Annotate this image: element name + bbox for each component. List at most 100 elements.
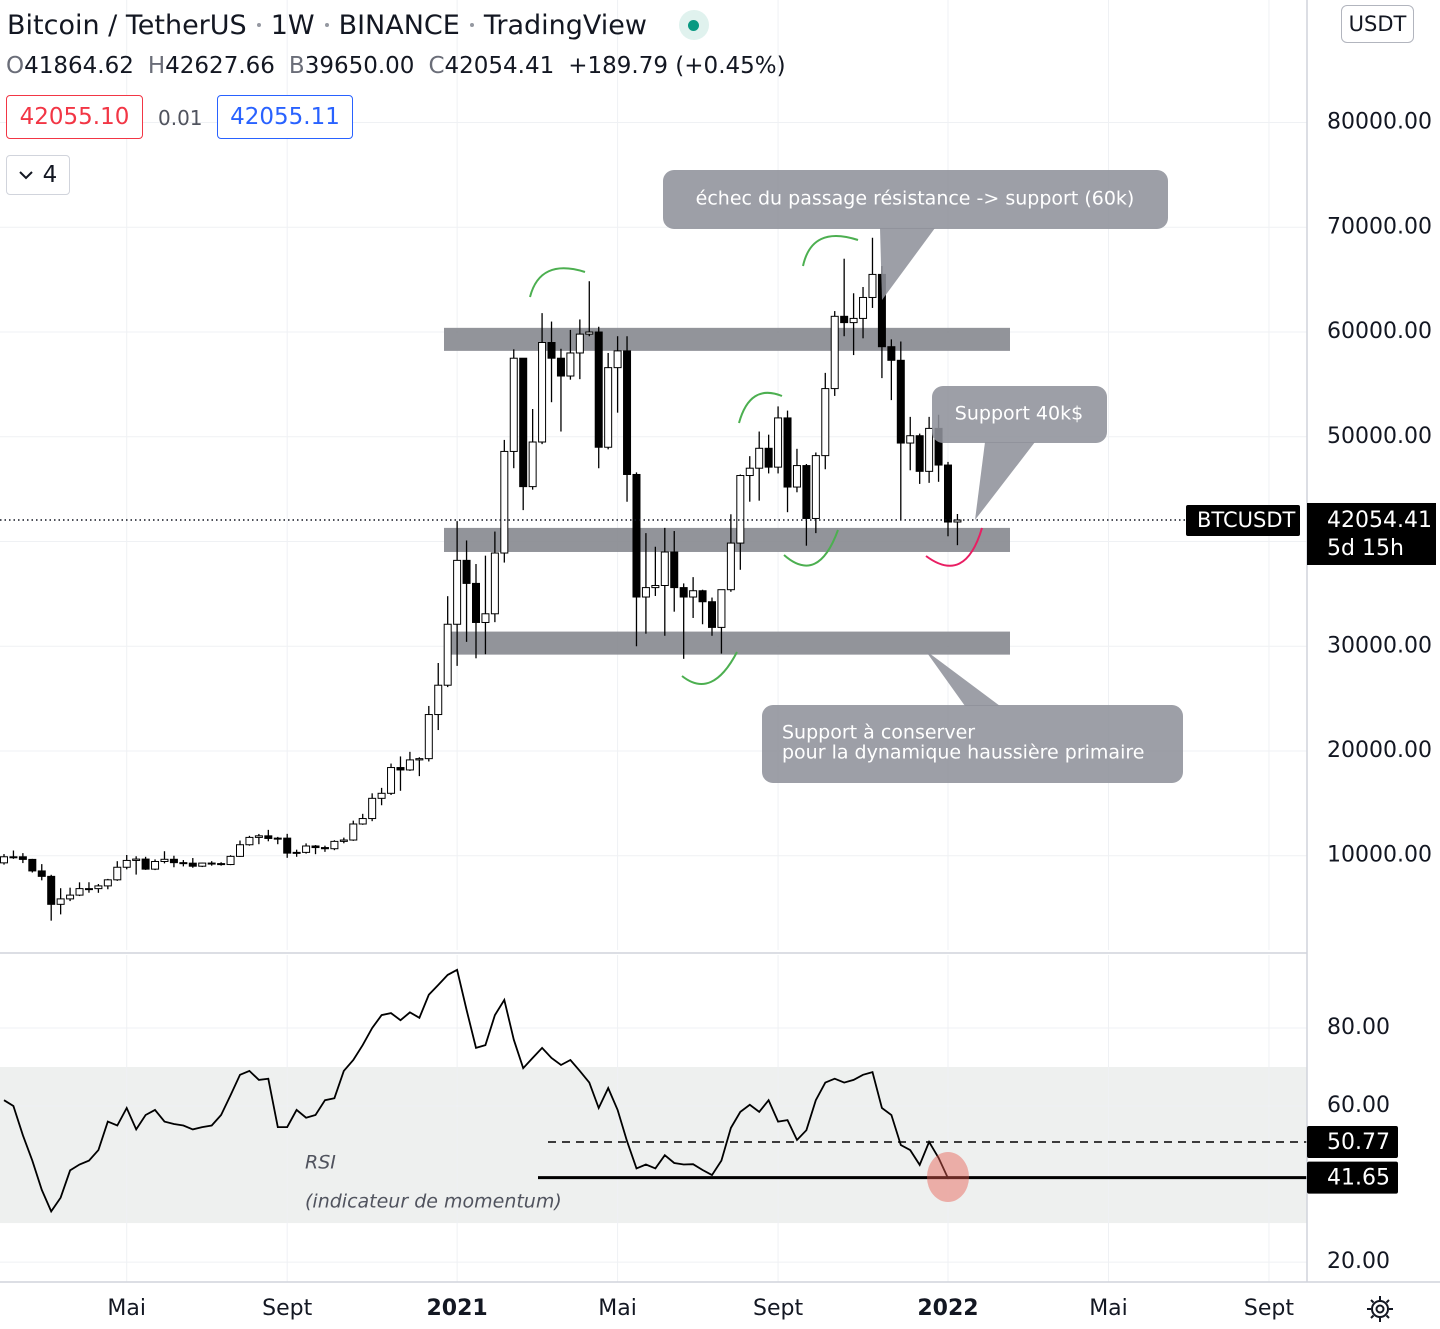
candle-body bbox=[330, 840, 339, 850]
candle-body bbox=[28, 858, 37, 872]
candle-body bbox=[320, 847, 329, 850]
price-label: 42054.41 bbox=[1327, 508, 1432, 533]
highlight bbox=[927, 1152, 969, 1202]
candle-body bbox=[254, 835, 263, 838]
settings-icon[interactable] bbox=[1367, 1296, 1393, 1322]
spread: 0.01 bbox=[158, 106, 203, 130]
separator bbox=[469, 23, 474, 27]
drawings bbox=[529, 235, 983, 685]
candle-body bbox=[264, 835, 273, 839]
arc-top bbox=[738, 391, 783, 424]
rsi-band bbox=[0, 1066, 1307, 1224]
arc-bottom bbox=[783, 529, 839, 567]
ohlc-key: B bbox=[288, 53, 305, 79]
candle-body bbox=[944, 464, 952, 523]
candle-body bbox=[575, 333, 584, 354]
candle-body bbox=[792, 465, 801, 488]
candle-body bbox=[651, 585, 660, 589]
sell-button[interactable]: 42055.10 bbox=[6, 95, 143, 139]
candle-body bbox=[547, 342, 556, 359]
candle-body bbox=[368, 797, 377, 820]
candle-body bbox=[358, 818, 367, 825]
candle-body bbox=[339, 839, 348, 842]
candle-body bbox=[443, 623, 452, 686]
candle-body bbox=[906, 435, 915, 444]
candle-body bbox=[292, 851, 301, 854]
x-tick-label: Mai bbox=[598, 1296, 637, 1321]
candle-body bbox=[481, 613, 490, 623]
market-status bbox=[678, 10, 709, 40]
interval[interactable]: 1W bbox=[270, 9, 315, 41]
candle-body bbox=[273, 837, 282, 840]
candle-body bbox=[311, 845, 320, 849]
candle-body bbox=[377, 792, 386, 799]
callout-text: Support à conserver bbox=[782, 722, 975, 744]
candle-body bbox=[472, 582, 480, 623]
candle-body bbox=[585, 331, 594, 335]
label-layer: Mai Sept 2021 Mai Sept 2022 Mai Sept 10000.00 200… bbox=[107, 110, 1436, 1321]
zone-layer bbox=[444, 327, 1010, 655]
candle-body bbox=[217, 863, 226, 866]
y-tick-label: 10000.00 bbox=[1327, 843, 1432, 868]
x-tick-label: 2021 bbox=[427, 1296, 488, 1321]
ohlc-key: O bbox=[6, 53, 25, 79]
grid-layer bbox=[0, 0, 1307, 1282]
candle-body bbox=[641, 587, 650, 598]
candle-body bbox=[726, 542, 735, 591]
countdown: 5d 15h bbox=[1327, 536, 1404, 561]
buy-button[interactable]: 42055.11 bbox=[217, 95, 353, 139]
candle-body bbox=[538, 342, 547, 443]
candle-body bbox=[745, 467, 754, 477]
callout-text: échec du passage résistance -> support (… bbox=[696, 188, 1135, 210]
symbol-label: BTCUSDT bbox=[1197, 508, 1296, 532]
candle-body bbox=[859, 296, 868, 319]
currency-button[interactable]: USDT bbox=[1341, 5, 1414, 43]
level-tag bbox=[1307, 1126, 1398, 1159]
candle-body bbox=[47, 875, 56, 905]
candle-body bbox=[160, 858, 169, 862]
candle-body bbox=[755, 447, 764, 469]
candle-body bbox=[774, 417, 783, 468]
data-layer bbox=[0, 237, 1307, 1214]
callout-pointer bbox=[880, 228, 935, 300]
callout-pointer bbox=[975, 442, 1035, 520]
price-tag bbox=[1307, 502, 1436, 565]
y-tick-label: 60000.00 bbox=[1327, 319, 1432, 344]
chevron bbox=[18, 171, 33, 180]
candle-body bbox=[0, 856, 8, 864]
candle-body bbox=[434, 684, 443, 716]
separator bbox=[256, 23, 261, 27]
candle-body bbox=[179, 862, 188, 865]
candle-body bbox=[132, 858, 141, 861]
ohlc-row: O41864.62 H42627.66 B39650.00 C42054.41 … bbox=[6, 48, 786, 84]
candle-body bbox=[169, 858, 178, 864]
frame bbox=[0, 0, 1440, 1283]
candle-body bbox=[462, 559, 471, 584]
candle-body bbox=[236, 844, 244, 857]
indicator-count: 4 bbox=[42, 162, 58, 188]
candle-body bbox=[556, 357, 565, 377]
separator bbox=[324, 23, 329, 27]
level-tag bbox=[1307, 1161, 1398, 1194]
candle-body bbox=[94, 885, 103, 890]
callout-texts: échec du passage résistance -> support (… bbox=[696, 188, 1145, 764]
candle-body bbox=[37, 870, 46, 877]
candle-body bbox=[689, 590, 698, 598]
symbol[interactable]: Bitcoin / TetherUS bbox=[7, 9, 247, 41]
candle-body bbox=[915, 435, 924, 472]
candle-body bbox=[18, 856, 27, 860]
candle-body bbox=[594, 331, 603, 448]
callouts bbox=[663, 170, 1183, 783]
indicators-toggle[interactable]: 4 bbox=[6, 155, 70, 195]
ohlc-item: B39650.00 bbox=[289, 53, 415, 79]
candle-body bbox=[613, 350, 622, 369]
source: TradingView bbox=[483, 9, 647, 41]
candle-body bbox=[679, 587, 688, 598]
candle-body bbox=[783, 417, 792, 488]
candle-body bbox=[821, 388, 830, 457]
candle-body bbox=[151, 860, 160, 870]
x-tick-label: Sept bbox=[1244, 1296, 1294, 1321]
candle-body bbox=[226, 855, 235, 866]
candle-body bbox=[490, 552, 499, 615]
